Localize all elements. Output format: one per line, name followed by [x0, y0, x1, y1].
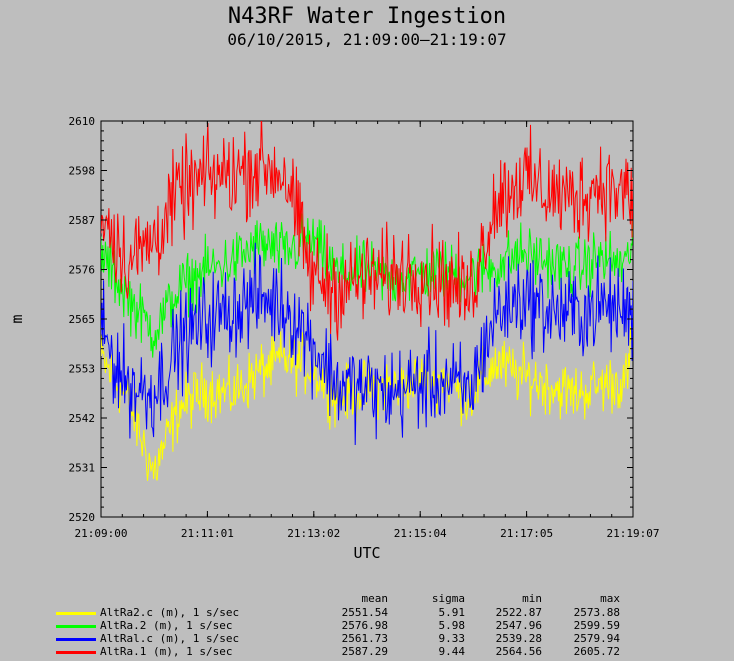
y-axis-label: m	[8, 314, 26, 323]
chart-subtitle: 06/10/2015, 21:09:00–21:19:07	[227, 30, 507, 49]
x-tick-label: 21:09:00	[75, 527, 128, 540]
y-tick-label: 2531	[69, 462, 96, 475]
y-tick-label: 2587	[69, 214, 96, 227]
y-tick-label: 2565	[69, 313, 96, 326]
y-tick-label: 2610	[69, 115, 96, 128]
series-line-2	[101, 213, 633, 358]
x-tick-label: 21:19:07	[607, 527, 660, 540]
y-tick-label: 2553	[69, 363, 96, 376]
series-line-3	[101, 242, 633, 446]
x-tick-label: 21:11:01	[181, 527, 234, 540]
y-tick-label: 2520	[69, 511, 96, 524]
y-tick-label: 2598	[69, 165, 96, 178]
x-axis-label: UTC	[353, 544, 380, 562]
chart-title: N43RF Water Ingestion	[227, 4, 507, 29]
x-tick-label: 21:17:05	[500, 527, 553, 540]
series-line-4	[101, 121, 633, 341]
x-tick-label: 21:15:04	[394, 527, 447, 540]
series-group	[101, 121, 633, 481]
y-tick-label: 2576	[69, 264, 96, 277]
x-tick-label: 21:13:02	[287, 527, 340, 540]
y-tick-label: 2542	[69, 412, 96, 425]
